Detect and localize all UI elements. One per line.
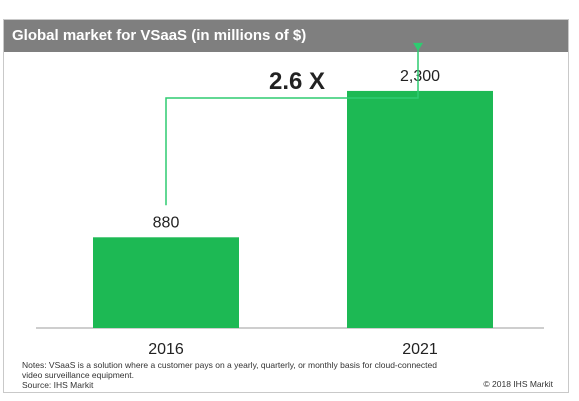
x-tick-label-2021: 2021 — [402, 341, 438, 358]
x-tick-label-2016: 2016 — [148, 341, 184, 358]
chart-header-bar: Global market for VSaaS (in millions of … — [4, 20, 568, 52]
bar-2016 — [93, 237, 239, 328]
growth-arrow-head — [413, 42, 423, 51]
data-label-2021: 2,300 — [400, 68, 440, 85]
bar-2021 — [347, 90, 493, 328]
source-text: Source: IHS Markit — [22, 380, 94, 390]
chart-title: Global market for VSaaS (in millions of … — [12, 27, 307, 44]
chart-notes: Notes: VSaaS is a solution where a custo… — [22, 360, 442, 390]
growth-multiplier-label: 2.6 X — [269, 68, 325, 95]
growth-arrow-line — [165, 44, 419, 206]
data-label-2016: 880 — [153, 214, 180, 231]
notes-text: Notes: VSaaS is a solution where a custo… — [22, 360, 437, 380]
copyright-text: © 2018 IHS Markit — [483, 379, 553, 389]
